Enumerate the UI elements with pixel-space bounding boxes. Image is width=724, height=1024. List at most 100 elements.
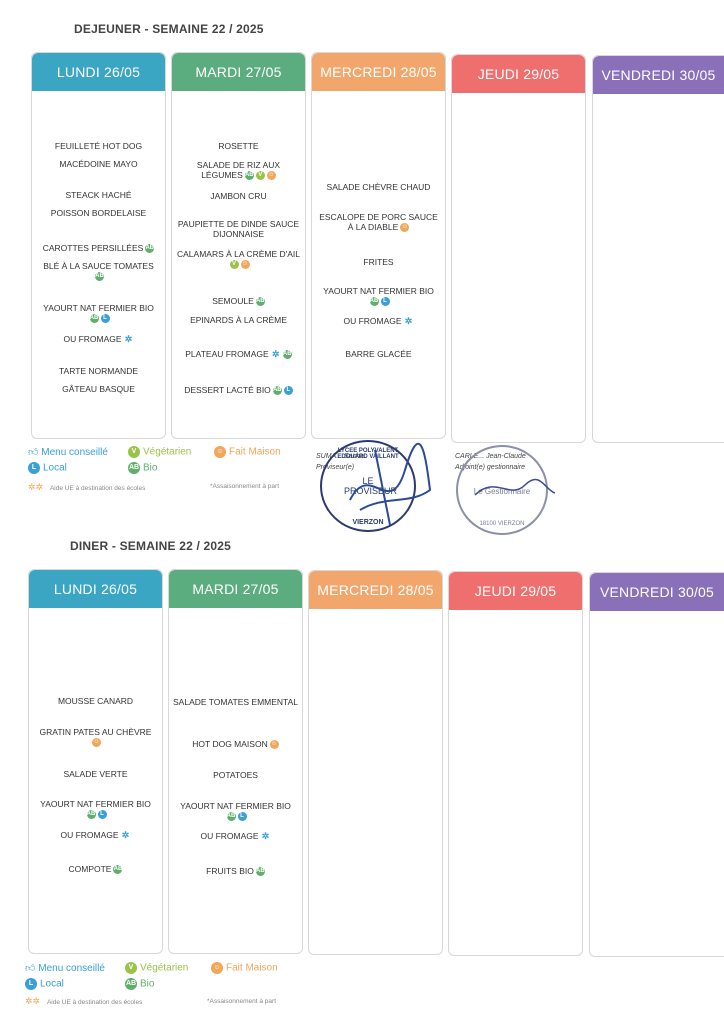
homemade-icon: ☺ [92, 738, 101, 748]
legend-label: Fait Maison [226, 962, 278, 974]
legend-menu-conseille: 👍︎ Menu conseillé [28, 446, 108, 458]
lunch-tuesday-column: MARDI 27/05 ROSETTE SALADE DE RIZ AUX LÉ… [171, 52, 306, 439]
homemade-icon: ☺ [266, 171, 276, 181]
menu-item-label: OU FROMAGE [63, 334, 122, 344]
menu-item-label: GRATIN PATES AU CHÈVRE [39, 727, 152, 737]
lunch-day-header-friday: VENDREDI 30/05 [593, 56, 724, 94]
lunch-monday-column: LUNDI 26/05 FEUILLETÉ HOT DOG MACÉDOINE … [31, 52, 166, 439]
bio-icon: AB [282, 350, 292, 360]
menu-item: SEMOULE AB [176, 296, 301, 307]
bio-icon: AB [255, 297, 265, 307]
legend-label: Aide UE à destination des écoles [46, 999, 143, 1006]
menu-item-label: SALADE DE RIZ AUX LÉGUMES [196, 160, 281, 180]
legend-label: Bio [140, 978, 155, 990]
legend-label: Local [43, 462, 67, 474]
legend-label: Menu conseillé [38, 963, 105, 974]
legend-local: L Local [25, 978, 64, 990]
legend-label: Fait Maison [229, 446, 281, 458]
local-icon: L [97, 810, 107, 820]
bio-icon: AB [89, 314, 99, 324]
lunch-title: DEJEUNER - SEMAINE 22 / 2025 [74, 22, 264, 36]
dinner-thursday-column: JEUDI 29/05 [448, 571, 583, 956]
menu-item: PAUPIETTE DE DINDE SAUCE DIJONNAISE [177, 219, 300, 239]
legend-label: Local [40, 978, 64, 990]
legend-label: Végétarien [140, 962, 189, 974]
bio-icon: AB [113, 865, 123, 875]
local-icon: L [28, 462, 40, 474]
menu-item-label: COMPOTE [68, 864, 112, 874]
local-icon: L [25, 978, 37, 990]
menu-item: PLATEAU FROMAGE ✲ AB [176, 349, 301, 360]
menu-item: SALADE TOMATES EMMENTAL [173, 697, 299, 707]
vegetarian-icon: V [229, 260, 239, 270]
menu-item-label: OU FROMAGE [60, 830, 119, 840]
menu-item: STEACK HACHÉ [65, 190, 132, 200]
vegetarian-icon: V [125, 962, 137, 974]
right-official-stamp: Le Gestionnaire 18100 VIERZON [456, 445, 548, 535]
menu-item-label: YAOURT NAT FERMIER BIO [180, 801, 291, 811]
menu-item: TARTE NORMANDE [58, 366, 139, 376]
eu-aid-icon: ✲ [403, 316, 414, 327]
legend-fait-maison: ☺ Fait Maison [214, 446, 281, 458]
legend-local: L Local [28, 462, 67, 474]
bio-icon: AB [369, 297, 379, 307]
legend-aide-ue: ✲✲ Aide UE à destination des écoles [25, 996, 142, 1007]
menu-item-label: YAOURT NAT FERMIER BIO [43, 303, 154, 313]
menu-item-label: FRUITS BIO [206, 866, 254, 876]
menu-item: YAOURT NAT FERMIER BIO AB L [173, 801, 298, 822]
menu-item-label: YAOURT NAT FERMIER BIO [323, 286, 434, 296]
dinner-day-header-monday: LUNDI 26/05 [29, 570, 162, 608]
vegetarian-icon: V [128, 446, 140, 458]
menu-item-label: OU FROMAGE [200, 831, 259, 841]
thumb-icon: 👍︎ [25, 963, 36, 974]
bio-icon: AB [145, 244, 155, 254]
menu-item: ROSETTE [218, 141, 259, 151]
local-icon: L [380, 297, 390, 307]
menu-item-label: OU FROMAGE [343, 316, 402, 326]
local-icon: L [237, 812, 247, 822]
menu-item: YAOURT NAT FERMIER BIO AB L [316, 286, 441, 307]
homemade-icon: ☺ [240, 260, 250, 270]
lunch-day-header-monday: LUNDI 26/05 [32, 53, 165, 91]
bio-icon: AB [255, 867, 265, 877]
bio-icon: AB [125, 978, 137, 990]
stamp-title: Le Gestionnaire [473, 487, 531, 496]
dinner-day-header-tuesday: MARDI 27/05 [169, 570, 302, 608]
menu-item-label: SEMOULE [212, 296, 254, 306]
homemade-icon: ☺ [214, 446, 226, 458]
menu-item: FRITES [363, 257, 394, 267]
homemade-icon: ☺ [269, 740, 279, 750]
eu-aid-icon: ✲ [260, 831, 271, 842]
dinner-day-header-wednesday: MERCREDI 28/05 [309, 571, 442, 609]
menu-item-label: DESSERT LACTÉ BIO [184, 385, 271, 395]
menu-item: OU FROMAGE ✲ [316, 316, 441, 327]
dinner-tuesday-column: MARDI 27/05 SALADE TOMATES EMMENTAL HOT … [168, 569, 303, 954]
menu-item-label: BLÉ À LA SAUCE TOMATES [43, 261, 154, 271]
local-icon: L [283, 386, 293, 396]
legend-menu-conseille: 👍︎ Menu conseillé [25, 962, 105, 974]
dinner-day-header-thursday: JEUDI 29/05 [449, 572, 582, 610]
menu-item: OU FROMAGE ✲ [173, 831, 298, 842]
eu-aid-icon: ✲✲ [28, 482, 44, 492]
menu-item-label: CALAMARS À LA CRÈME D'AIL [176, 249, 301, 259]
menu-item-label: HOT DOG MAISON [192, 739, 268, 749]
lunch-day-header-wednesday: MERCREDI 28/05 [312, 53, 445, 91]
vegetarian-icon: V [255, 171, 265, 181]
bio-icon: AB [95, 272, 104, 282]
menu-item: HOT DOG MAISON ☺ [173, 739, 298, 750]
menu-item: COMPOTE AB [33, 864, 158, 875]
menu-item: YAOURT NAT FERMIER BIO AB L [36, 303, 161, 324]
legend-label: Bio [143, 462, 158, 474]
thumb-icon: 👍︎ [28, 447, 39, 458]
legend-label: Menu conseillé [41, 447, 108, 458]
legend-assaisonnement: *Assaisonnement à part [210, 483, 280, 490]
stamp-city: 18100 VIERZON [479, 521, 525, 527]
menu-item: BARRE GLACÉE [345, 349, 412, 359]
menu-item: GÂTEAU BASQUE [62, 384, 135, 394]
dinner-friday-column: VENDREDI 30/05 [589, 572, 724, 957]
dinner-day-header-friday: VENDREDI 30/05 [590, 573, 724, 611]
local-icon: L [100, 314, 110, 324]
lunch-day-header-tuesday: MARDI 27/05 [172, 53, 305, 91]
left-official-stamp: LYCEE POLYVALENT EDOUARD VAILLANT LE PRO… [320, 440, 416, 532]
stamp-city: VIERZON [352, 519, 384, 526]
